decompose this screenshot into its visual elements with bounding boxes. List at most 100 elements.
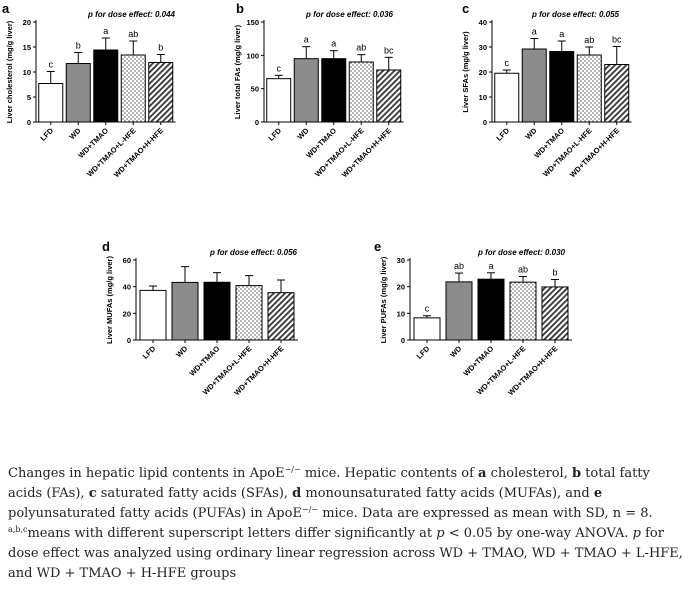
caption-text: total fatty acids (FAs), [8,466,650,501]
caption-panel-letter: b [571,466,582,481]
x-tick-label: LFD [141,344,158,361]
figure-caption: Changes in hepatic lipid contents in Apo… [8,464,688,584]
y-tick-label: 30 [479,43,487,52]
caption-text: mice. Hepatic contents of [300,466,479,481]
x-tick-label: WD+TMAO [461,344,495,378]
dose-effect-title: p for dose effect: 0.036 [305,10,394,19]
x-tick-label: LFD [494,126,511,143]
caption-panel-letter: c [88,486,97,501]
caption-italic-p: p [632,526,641,541]
significance-letter: a [103,26,108,36]
x-tick-label: WD+TMAO [187,344,221,378]
panel-c: c p for dose effect: 0.055 0 10 20 30 40 Liver … [461,1,632,179]
x-tick-label: LFD [38,126,55,143]
bar [38,83,64,123]
y-tick-label: 0 [255,118,259,127]
significance-letter: ab [584,35,594,45]
y-tick-label: 40 [123,283,131,292]
y-tick-label: 0 [483,118,487,127]
y-axis-label: Liver SFAs (mg/g liver) [461,31,470,113]
y-axis-label: Liver cholesterol (mg/g liver) [5,20,14,123]
y-tick-label: 10 [397,309,405,318]
x-tick-label: WD+TMAO+H-HFE [568,126,621,179]
dose-effect-title: p for dose effect: 0.055 [531,10,620,19]
panel-a: a p for dose effect: 0.044 0 5 10 15 20 Liver c… [2,1,176,179]
x-tick-label: WD [295,126,311,142]
significance-letter: a [532,27,537,37]
bar [171,281,199,341]
panel-letter: c [462,1,469,16]
y-tick-label: 15 [23,43,31,52]
significance-letter: a [488,261,493,271]
bar [576,54,602,123]
bar [445,281,473,341]
caption-panel-letter: e [593,486,603,501]
significance-letter: c [277,63,282,73]
dose-effect-title: p for dose effect: 0.030 [477,248,566,257]
bar [266,78,292,123]
y-tick-label: 20 [479,68,487,77]
bar [148,62,174,123]
significance-letter: ab [356,43,366,53]
significance-letter: c [505,58,510,68]
panel-letter: a [2,1,10,16]
bar [494,72,520,123]
bar [549,51,575,123]
x-tick-label: WD [448,344,464,360]
y-tick-label: 50 [251,85,259,94]
caption-text: Changes in hepatic lipid contents in Apo… [8,466,285,481]
bar [541,286,569,341]
bar [120,54,146,123]
caption-text: saturated fatty acids (SFAs), [96,486,293,501]
caption-text: mice. Data are expressed as mean with SD… [318,506,653,521]
significance-letter: ab [128,29,138,39]
significance-letter: a [304,35,309,45]
dose-effect-title: p for dose effect: 0.056 [209,248,298,257]
bar [139,289,167,341]
figure-panels: a p for dose effect: 0.044 0 5 10 15 20 Liver c… [2,1,632,397]
bar [235,285,263,341]
panel-e: e p for dose effect: 0.030 0 10 20 30 Liver PU… [374,239,572,397]
panel-letter: d [102,239,110,254]
y-axis-label: Liver total FAs (mg/g liver) [233,24,242,119]
y-tick-label: 100 [246,51,259,60]
caption-superscript: a,b,c [8,525,28,534]
bar [321,58,347,123]
bar [509,281,537,341]
y-tick-label: 20 [397,283,405,292]
significance-letter: a [559,29,564,39]
y-tick-label: 20 [23,18,31,27]
y-axis-label: Liver MUFAs (mg/g liver) [105,256,114,344]
significance-letter: bc [384,45,394,55]
significance-letter: c [49,60,54,70]
significance-letter: ab [518,265,528,275]
x-tick-label: WD+TMAO+L-HFE [541,126,594,179]
y-tick-label: 0 [401,336,405,345]
y-tick-label: 0 [127,336,131,345]
x-tick-label: WD+TMAO+L-HFE [85,126,138,179]
significance-letter: bc [612,35,622,45]
caption-panel-letter: d [292,486,302,501]
panel-letter: e [374,239,381,254]
dose-effect-title: p for dose effect: 0.044 [87,10,176,19]
bar [93,49,119,123]
significance-letter: b [552,267,557,277]
x-tick-label: WD+TMAO+L-HFE [313,126,366,179]
bar [477,278,505,341]
caption-text: cholesterol, [486,466,572,481]
y-tick-label: 150 [246,18,259,27]
x-tick-label: WD [174,344,190,360]
bar [521,48,547,123]
y-tick-label: 20 [123,309,131,318]
caption-text: polyunsaturated fatty acids (PUFAs) in A… [8,506,302,521]
bar [203,281,231,341]
panel-letter: b [236,1,244,16]
significance-letter: ab [454,261,464,271]
bar [348,61,374,123]
caption-text: for dose effect was analyzed using ordin… [8,526,683,581]
caption-panel-letter: a [478,466,487,481]
bar [604,64,630,123]
caption-italic-p: p [436,526,445,541]
panel-d: d p for dose effect: 0.056 0 20 40 60 Liver MU… [102,239,298,397]
y-tick-label: 0 [27,118,31,127]
